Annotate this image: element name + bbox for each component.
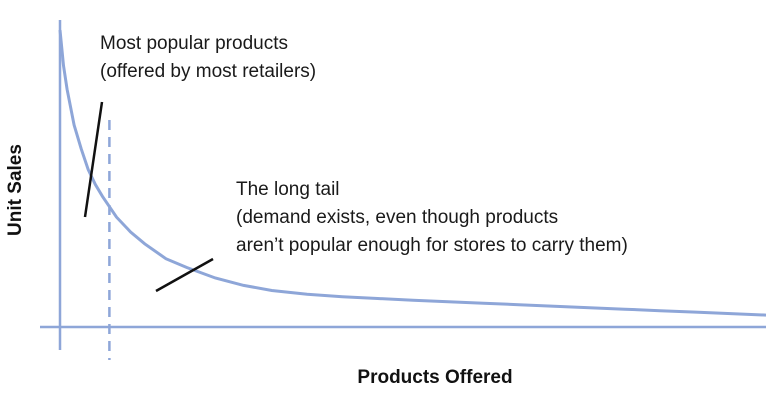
x-axis-title: Products Offered <box>357 367 512 388</box>
tail-annotation-line-3: aren’t popular enough for stores to carr… <box>236 235 628 256</box>
tail-annotation-line-1: The long tail <box>236 179 340 200</box>
tail-pointer <box>155 257 214 293</box>
head-annotation-line-2: (offered by most retailers) <box>100 61 316 82</box>
demand-curve <box>58 29 766 317</box>
y-axis-title: Unit Sales <box>5 144 26 236</box>
tail-annotation-line-2: (demand exists, even though products <box>236 207 558 228</box>
head-annotation-line-1: Most popular products <box>100 33 288 54</box>
head-pointer <box>83 101 104 218</box>
